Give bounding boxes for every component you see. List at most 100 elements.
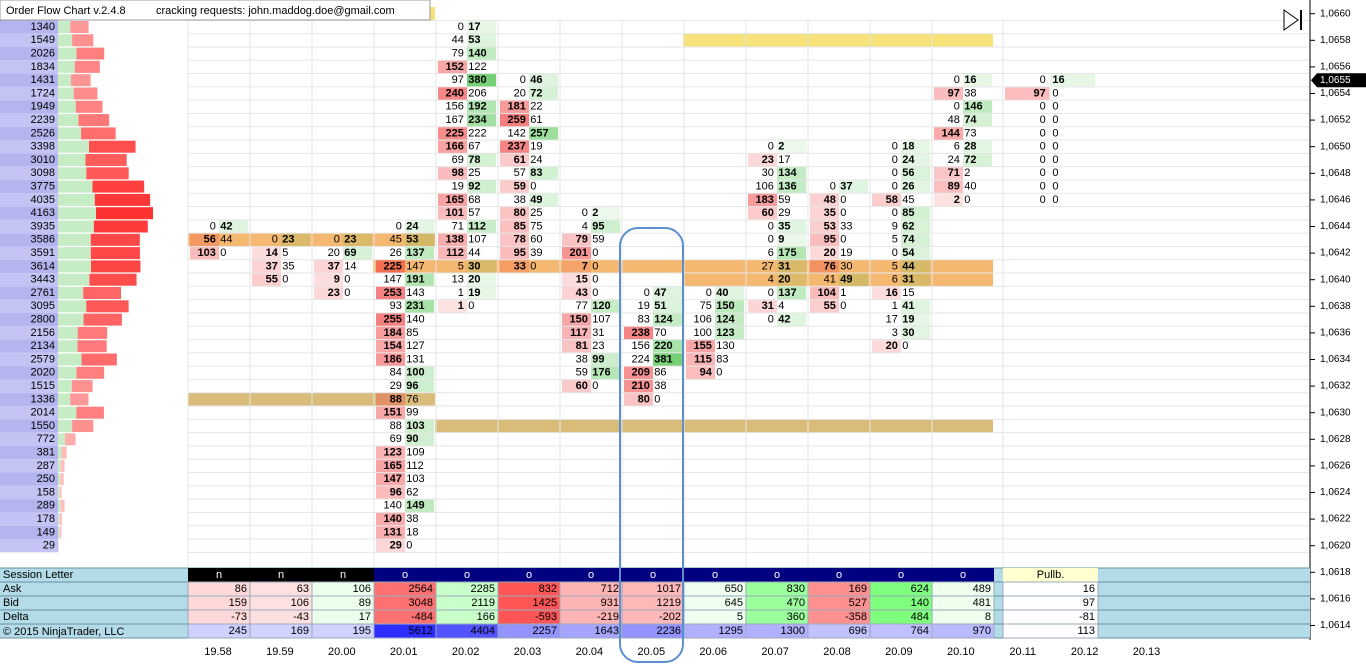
ask-cell-bg [591,366,621,379]
ask-cell-bg [405,233,435,246]
ask-volume: 0 [1052,154,1058,166]
bid-cell-bg [376,473,406,486]
ask-volume: 49 [530,194,542,206]
profile-label-bg [0,219,58,234]
bid-volume: 0 [1040,127,1046,139]
profile-volume: 1724 [31,87,55,99]
profile-ask-bar [83,287,122,299]
bid-volume: 165 [384,460,402,472]
profile-volume: 2026 [31,48,55,60]
session-cell [684,568,746,582]
price-label: 1,0636 [1320,328,1351,339]
bid-volume: 94 [700,367,713,379]
bid-volume: 255 [384,314,402,326]
play-icon[interactable] [1283,9,1299,31]
ask-value: 2564 [409,583,433,595]
bid-cell-bg [934,180,964,193]
bid-volume: 19 [452,181,464,193]
ask-volume: 0 [592,260,598,272]
time-label: 20.07 [761,646,789,658]
session-cell [188,568,250,582]
profile-ask-bar [59,513,63,526]
profile-volume: 2156 [31,327,55,339]
session-letter: o [960,569,966,581]
ask-volume: 0 [530,260,536,272]
profile-label-bg [0,445,58,460]
bid-cell-bg [252,246,282,260]
ask-cell-bg [715,313,745,326]
profile-bid-bar [58,247,91,260]
ask-volume: 0 [1052,101,1058,113]
ask-cell-bg [591,353,621,366]
time-label: 19.58 [204,646,232,658]
bid-volume: 4 [768,274,774,286]
bid-volume: 0 [1040,114,1046,126]
ask-volume: 23 [592,340,604,352]
ask-volume: 137 [778,287,796,299]
bid-volume: 29 [390,380,402,392]
ask-cell-bg [529,87,559,100]
profile-ask-bar [86,300,129,313]
profile-ask-bar [60,459,65,472]
ask-cell-bg [901,220,931,233]
ask-cell-bg [715,300,745,313]
ask-volume: 103 [406,420,424,432]
bid-volume: 138 [446,234,464,246]
profile-label-bg [0,46,58,61]
bid-volume: 48 [948,114,960,126]
bid-volume: 1 [458,287,464,299]
profile-volume: 381 [37,447,55,459]
bid-volume: 0 [830,181,836,193]
volume-value: 1643 [595,625,619,637]
profile-label-bg [0,286,58,300]
ask-volume: 0 [1052,127,1058,139]
bid-volume: 181 [508,101,526,113]
profile-label-bg [0,299,58,313]
profile-volume: 29 [43,540,55,552]
bid-volume: 0 [892,167,898,179]
ask-volume: 83 [716,353,728,365]
bid-volume: 4 [582,220,588,232]
profile-ask-bar [90,260,141,273]
profile-label-bg [0,206,58,220]
profile-volume: 1549 [31,34,55,46]
ask-volume: 76 [406,393,418,405]
bid-cell-bg [376,486,406,499]
ask-volume: 78 [468,154,480,166]
price-label: 1,0632 [1320,381,1351,392]
bid-volume: 115 [694,353,712,365]
ask-volume: 74 [902,234,915,246]
profile-volume: 3775 [31,181,55,193]
session-letter: n [278,569,284,581]
bid-volume: 69 [452,154,464,166]
volume-value: 2257 [533,625,557,637]
ask-volume: 0 [902,340,908,352]
table-row-label: Delta [3,611,30,623]
bid-volume: 0 [892,207,898,219]
profile-label-bg [0,259,58,274]
profile-ask-bar [94,193,151,206]
play-button[interactable] [1283,9,1302,31]
bid-cell-bg [500,153,530,167]
bid-volume: 80 [514,207,526,219]
price-label: 1,0622 [1320,514,1351,525]
ask-cell-bg [529,127,559,140]
bid-volume: 0 [520,74,526,86]
profile-label-bg [0,512,58,526]
bid-volume: 165 [446,194,464,206]
ask-volume: 0 [1052,114,1058,126]
price-label: 1,0652 [1320,115,1351,126]
ask-volume: 0 [716,367,722,379]
copyright: © 2015 NinjaTrader, LLC [3,626,124,638]
profile-volume: 3586 [31,234,55,246]
ask-volume: 112 [468,220,486,232]
profile-ask-bar [90,233,140,246]
ask-value: 106 [353,583,371,595]
profile-ask-bar [76,47,105,60]
bid-cell-bg [438,193,468,207]
bid-cell-bg [748,153,778,167]
profile-ask-bar [83,313,122,326]
bid-cell-bg [748,300,778,313]
ask-cell-bg [715,326,745,340]
ask-cell-bg [901,313,931,326]
